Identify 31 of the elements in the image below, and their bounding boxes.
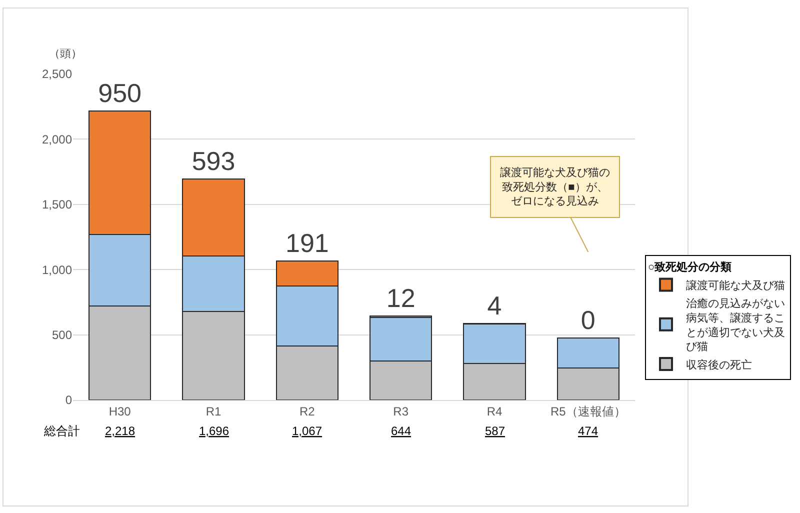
- y-tick-label: 1,000: [42, 262, 72, 277]
- y-tick-label: 2,500: [42, 67, 72, 82]
- total-label: 1,696: [199, 424, 230, 438]
- data-label: 0: [580, 305, 596, 336]
- data-label: 191: [285, 228, 329, 258]
- x-tick-label: H30: [108, 404, 132, 418]
- x-tick-label: R5（速報値）: [550, 404, 626, 418]
- legend-label: 収容後の死亡: [686, 358, 752, 372]
- x-tick-label: R2: [300, 404, 316, 418]
- total-label: 474: [578, 424, 598, 438]
- y-tick-label: 0: [65, 393, 72, 408]
- x-tick-label: R1: [206, 404, 222, 418]
- data-label: 12: [386, 283, 416, 314]
- data-label: 593: [192, 146, 236, 176]
- text: 総合計: [43, 424, 80, 438]
- x-tick-label: R4: [486, 404, 502, 418]
- y-tick-label: 2,000: [42, 132, 72, 146]
- legend-label: 治癒の見込みがない病気等、譲渡することが適切でない犬及び猫: [686, 297, 785, 354]
- total-label: 2,218: [105, 424, 136, 438]
- total-label: 1,067: [292, 424, 322, 438]
- total-label: 587: [485, 424, 506, 438]
- y-axis-title: （頭）: [49, 48, 82, 60]
- total-label: 644: [391, 424, 412, 438]
- data-label: 4: [487, 290, 502, 320]
- legend-label: 譲渡可能な犬及び猫: [686, 279, 785, 292]
- x-tick-label: R3: [393, 404, 409, 418]
- annotation: 譲渡可能な犬及び猫の致死処分数（■）が、ゼロになる見込み: [500, 166, 610, 208]
- legend-title: ○致死処分の分類: [648, 260, 732, 274]
- y-tick-label: 1,500: [42, 198, 72, 212]
- data-label: 950: [98, 78, 142, 108]
- y-tick-label: 500: [52, 328, 72, 342]
